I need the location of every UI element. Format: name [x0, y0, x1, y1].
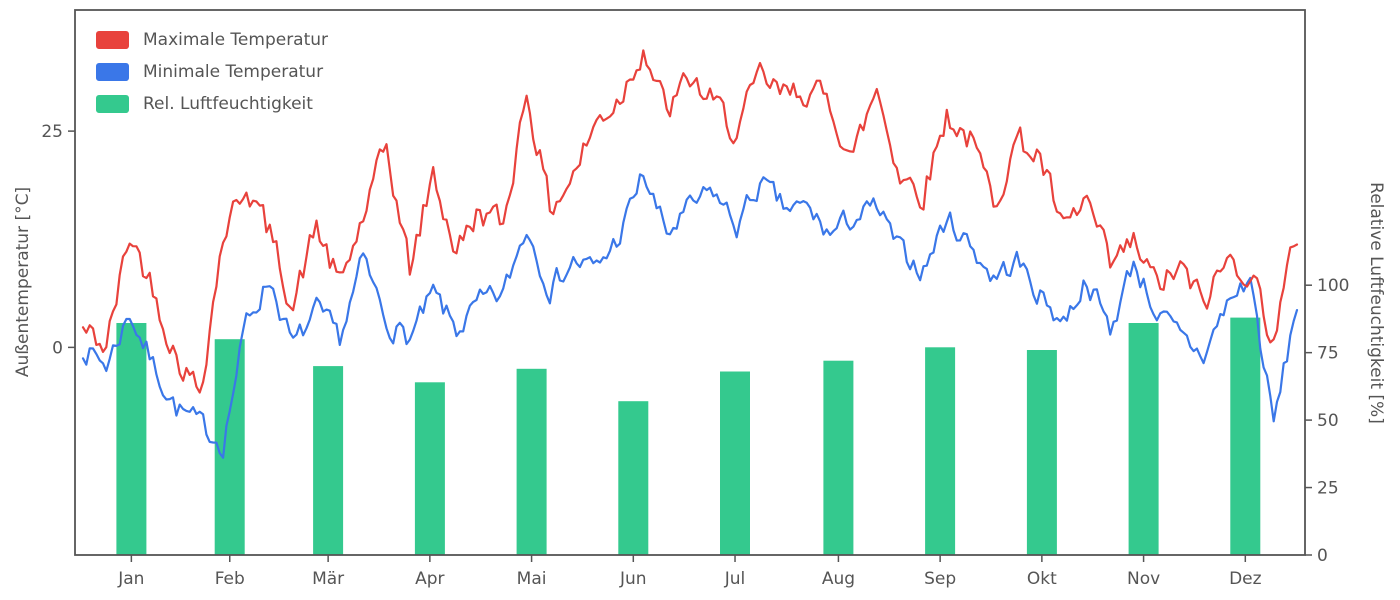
humidity-bar — [720, 371, 750, 555]
x-tick-label: Feb — [215, 569, 245, 589]
humidity-bar — [313, 366, 344, 555]
y-right-tick-label: 25 — [1317, 479, 1339, 499]
max-temperature-line — [81, 49, 1299, 394]
legend-swatch-humidity-icon — [96, 95, 129, 113]
legend-swatch-min-temperature-icon — [96, 63, 129, 81]
y-right-tick-label: 75 — [1317, 344, 1339, 364]
humidity-bar — [116, 323, 147, 555]
humidity-bar — [1128, 323, 1159, 555]
legend: Maximale Temperatur Minimale Temperatur … — [96, 30, 328, 114]
legend-label-max-temperature: Maximale Temperatur — [143, 30, 329, 50]
legend-item-humidity: Rel. Luftfeuchtigkeit — [96, 94, 328, 114]
legend-item-max-temperature: Maximale Temperatur — [96, 30, 328, 50]
y-right-tick-label: 50 — [1317, 411, 1339, 431]
y-axis-label-temperature: Außentemperatur [°C] — [13, 186, 33, 378]
min-temperature-line — [81, 173, 1299, 459]
x-tick-label: Mär — [312, 569, 344, 589]
humidity-bar — [925, 347, 956, 555]
humidity-bar — [618, 401, 649, 555]
x-tick-label: Jan — [117, 569, 144, 589]
x-tick-label: Apr — [415, 569, 444, 589]
legend-item-min-temperature: Minimale Temperatur — [96, 62, 328, 82]
x-tick-label: Nov — [1127, 569, 1160, 589]
y-left-tick-label: 0 — [52, 338, 63, 358]
x-tick-label: Jun — [619, 569, 647, 589]
humidity-bar — [414, 382, 445, 555]
legend-label-min-temperature: Minimale Temperatur — [143, 62, 324, 82]
y-axis-label-humidity: Relative Luftfeuchtigkeit [%] — [1366, 182, 1386, 424]
humidity-bar — [516, 368, 547, 555]
humidity-bar — [1230, 317, 1261, 555]
legend-swatch-max-temperature-icon — [96, 31, 129, 49]
x-tick-label: Okt — [1027, 569, 1057, 589]
plot-frame — [74, 9, 1306, 556]
x-tick-label: Dez — [1229, 569, 1262, 589]
x-tick-label: Sep — [924, 569, 956, 589]
x-tick-label: Jul — [724, 569, 746, 589]
x-tick-label: Aug — [822, 569, 855, 589]
y-right-tick-label: 100 — [1317, 276, 1349, 296]
humidity-bar — [823, 360, 854, 555]
legend-label-humidity: Rel. Luftfeuchtigkeit — [143, 94, 313, 114]
y-right-tick-label: 0 — [1317, 546, 1328, 566]
y-left-tick-label: 25 — [41, 122, 63, 142]
humidity-bar — [214, 339, 245, 555]
humidity-bar — [1026, 350, 1057, 555]
x-tick-label: Mai — [517, 569, 547, 589]
